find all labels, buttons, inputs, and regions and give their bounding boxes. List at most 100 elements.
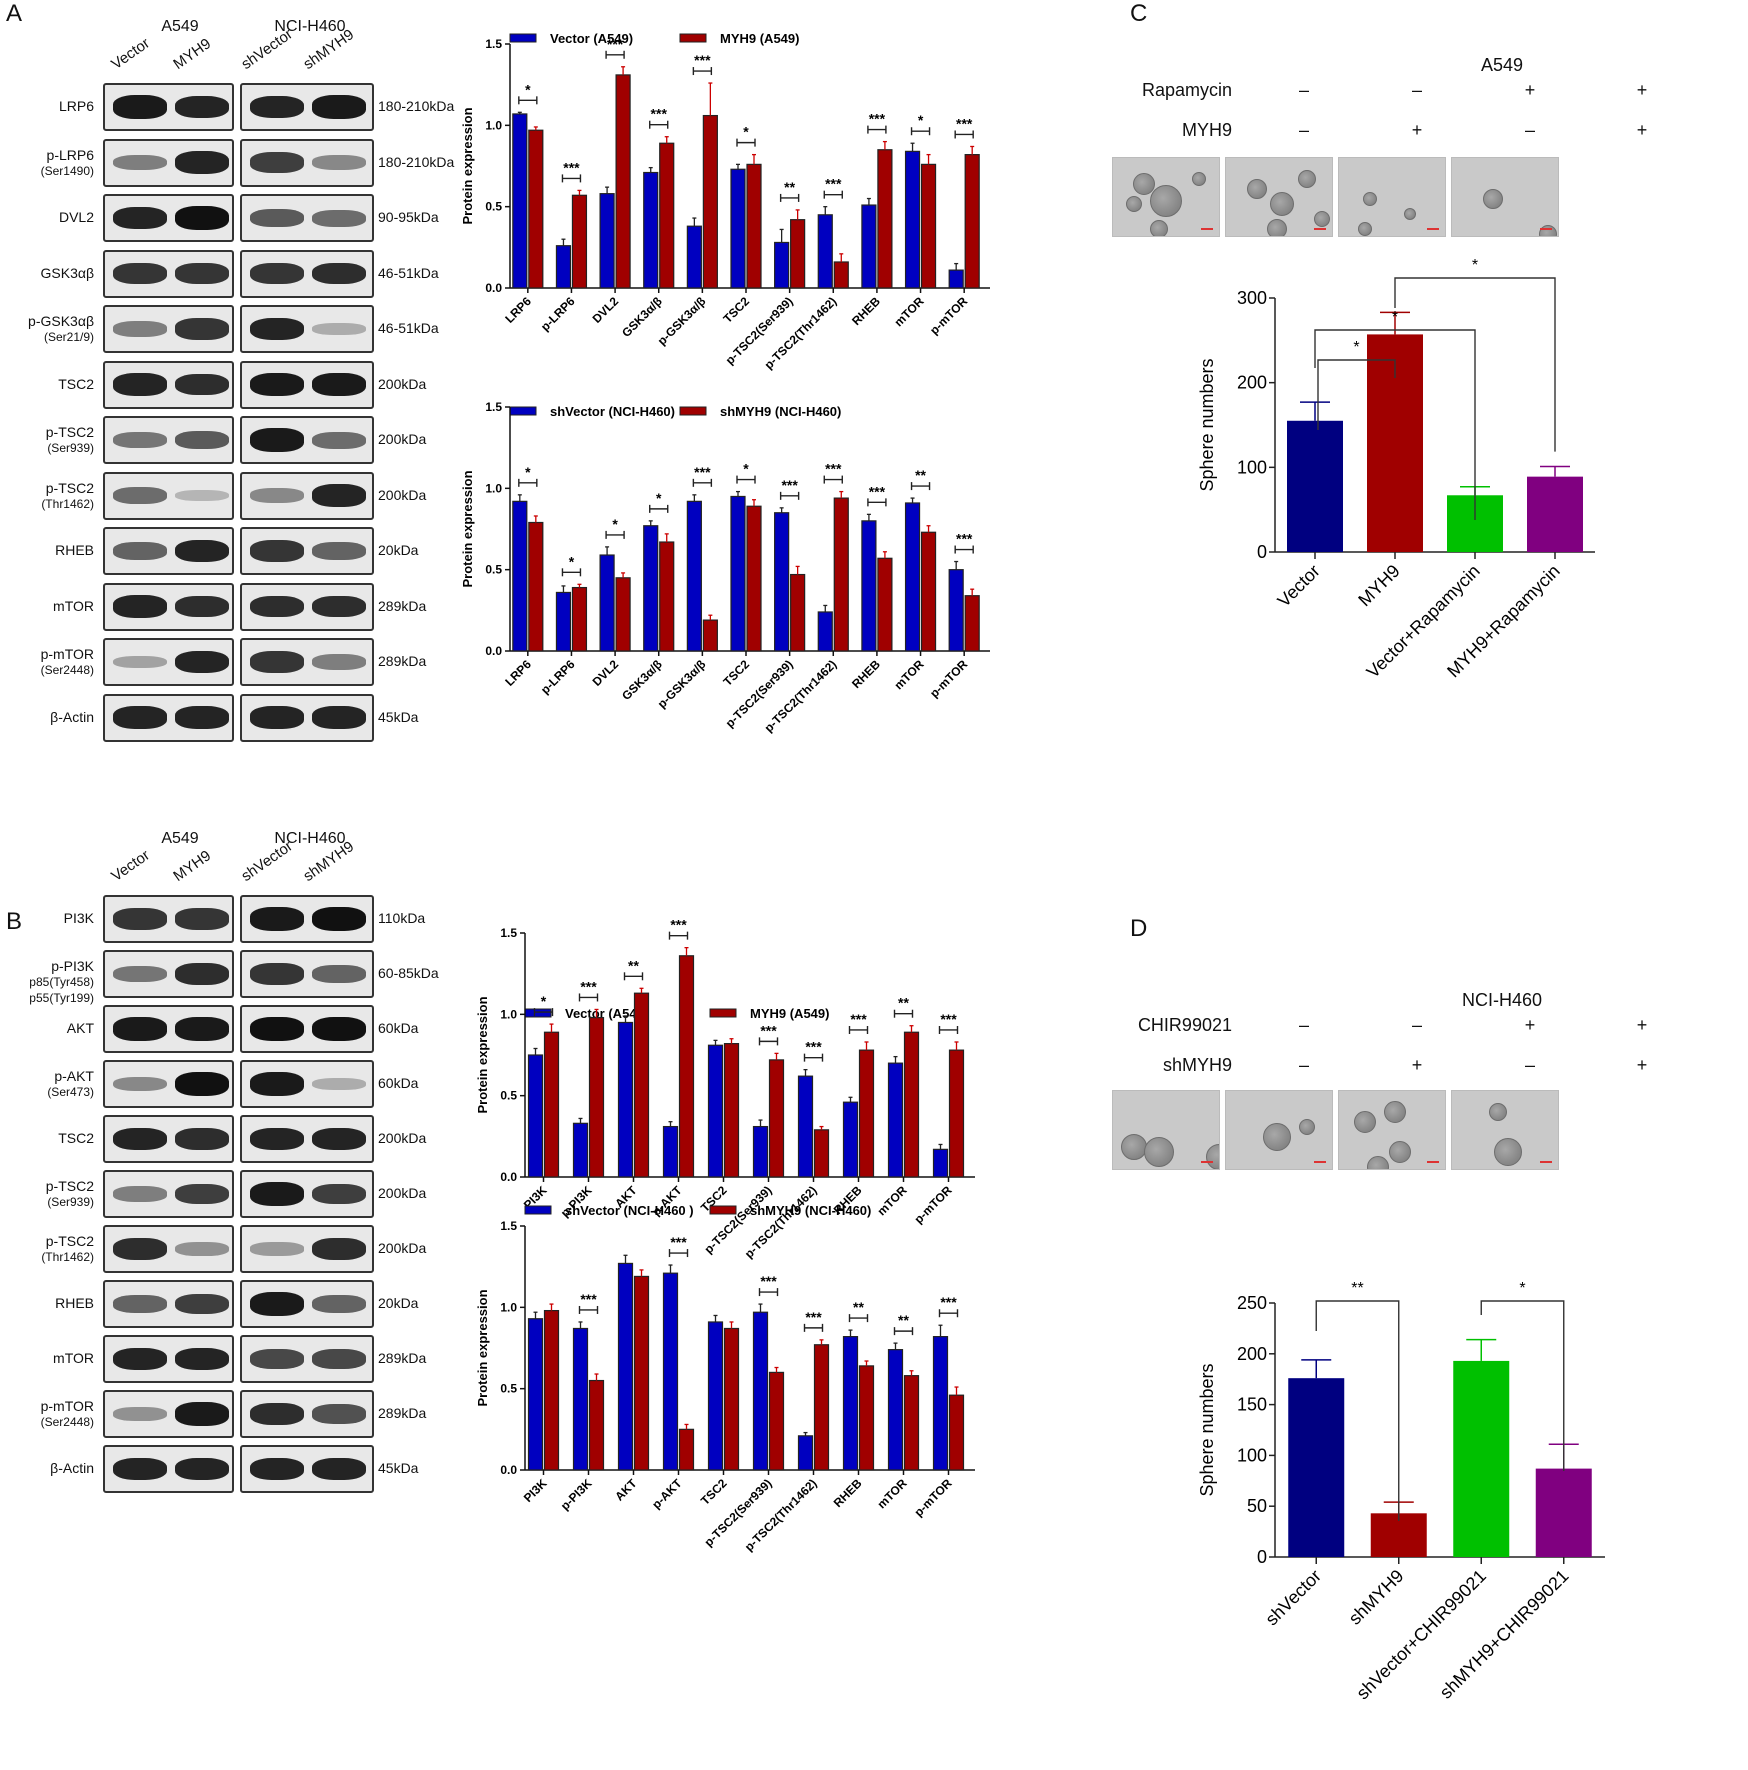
molecular-weight: 20kDa (378, 1295, 419, 1311)
bar (903, 1031, 920, 1178)
blot-box (103, 895, 234, 943)
sphere (1494, 1138, 1522, 1166)
blot-box (240, 527, 374, 575)
chart-b-knockdown: shVector (NCI-H460 ) shMYH9 (NCI-H460) 0.0… (440, 1190, 1000, 1615)
comparison-bracket (1394, 277, 1556, 452)
significance-marker: * (1353, 339, 1359, 356)
bar (615, 74, 631, 289)
protein-band (175, 318, 229, 340)
legend-label: shVector (NCI-H460) (550, 404, 675, 419)
legend-label: shVector (NCI-H460 ) (565, 1203, 694, 1218)
blot-box (103, 582, 234, 631)
blot-row-label: p-LRP6 (Ser1490) (0, 147, 94, 179)
legend-swatch (524, 1008, 552, 1018)
molecular-weight: 110kDa (378, 910, 426, 926)
x-tick-label: p-LRP6 (538, 657, 578, 697)
treatment-label: Rapamycin (1141, 80, 1232, 100)
significance-marker: *** (956, 531, 973, 547)
protein-band (175, 1017, 229, 1041)
protein-band (250, 595, 304, 618)
x-tick-label: p-mTOR (927, 657, 970, 700)
significance-marker: *** (825, 176, 842, 192)
protein-band (250, 1182, 304, 1206)
sphere (1404, 208, 1416, 220)
significance-marker: *** (670, 1234, 687, 1250)
significance-marker: * (1472, 257, 1478, 274)
bar (707, 1044, 724, 1178)
x-tick-label: DVL2 (590, 294, 622, 326)
bar (555, 245, 572, 289)
protein-band (113, 595, 167, 618)
bar (877, 149, 893, 289)
bar (858, 1365, 875, 1471)
molecular-weight: 200kDa (378, 375, 427, 392)
protein-band (113, 706, 167, 729)
blot-row-label: p-AKT (Ser473) (0, 1068, 94, 1100)
lane-label: MYH9 (170, 847, 215, 885)
protein-band (175, 151, 229, 174)
protein-band (113, 965, 167, 983)
significance-marker: * (743, 124, 749, 140)
y-axis-label: Sphere numbers (1197, 358, 1217, 491)
protein-name: p-TSC2 (45, 424, 94, 440)
significance-marker: * (525, 81, 531, 97)
blot-box (103, 249, 234, 298)
y-tick-label: 150 (1237, 1395, 1267, 1415)
blot-row-label: p-TSC2 (Thr1462) (0, 1233, 94, 1265)
molecular-weight: 46-51kDa (378, 264, 439, 281)
blot-row-label: p-GSK3αβ (Ser21/9) (0, 313, 94, 345)
bar (617, 1021, 634, 1178)
bar (686, 500, 702, 652)
significance-marker: *** (869, 483, 886, 499)
bar (768, 1371, 785, 1471)
blot-box (103, 950, 234, 998)
protein-band (312, 155, 366, 170)
bar (528, 129, 544, 289)
bar (1535, 1468, 1592, 1557)
legend-label: MYH9 (A549) (750, 1006, 829, 1021)
protein-band (250, 262, 304, 285)
protein-band (250, 95, 304, 119)
protein-band (250, 1072, 304, 1096)
blot-row-label: mTOR (0, 598, 94, 614)
y-tick-label: 250 (1237, 1293, 1267, 1313)
bar (861, 204, 877, 289)
molecular-weight: 200kDa (378, 431, 427, 447)
bar (617, 1262, 634, 1471)
western-blot-b: A549 NCI-H460 Vector MYH9 shVector shMYH9 PI3K… (0, 0, 470, 1769)
protein-band (175, 262, 229, 285)
protein-name: TSC2 (58, 1130, 94, 1146)
protein-band (175, 1347, 229, 1371)
molecular-weight: 46-51kDa (378, 320, 439, 336)
legend-swatch (509, 33, 537, 43)
cell-line-label: NCI-H460 (274, 18, 346, 35)
phospho-site: (Ser473) (47, 1085, 94, 1099)
bar (723, 1043, 740, 1178)
treatment-label: shMYH9 (1162, 1055, 1232, 1075)
bar (887, 1062, 904, 1178)
molecular-weight: 45kDa (378, 1460, 419, 1476)
bar (877, 557, 893, 652)
treatment-sign: – (1411, 1015, 1422, 1035)
bar (730, 495, 746, 652)
protein-name: β-Actin (50, 708, 94, 725)
y-tick-label: 0 (1257, 542, 1267, 562)
x-tick-label: TSC2 (698, 1476, 730, 1508)
x-tick-label: DVL2 (590, 657, 622, 689)
bar (723, 1327, 740, 1471)
protein-band (250, 907, 304, 931)
panel-label-d: D (1130, 915, 1148, 942)
bar (633, 992, 650, 1178)
blot-box (103, 1280, 234, 1328)
y-tick-label: 1.5 (485, 400, 502, 414)
bar (599, 554, 615, 652)
protein-band (175, 963, 229, 985)
significance-marker: * (525, 464, 531, 480)
blot-box (240, 693, 374, 742)
phospho-site: (Ser939) (47, 1195, 94, 1209)
protein-band (312, 431, 366, 449)
treatment-sign: + (1636, 1015, 1648, 1035)
protein-band (250, 317, 304, 341)
x-tick-label: LRP6 (502, 294, 534, 326)
molecular-weight: 289kDa (378, 653, 427, 669)
